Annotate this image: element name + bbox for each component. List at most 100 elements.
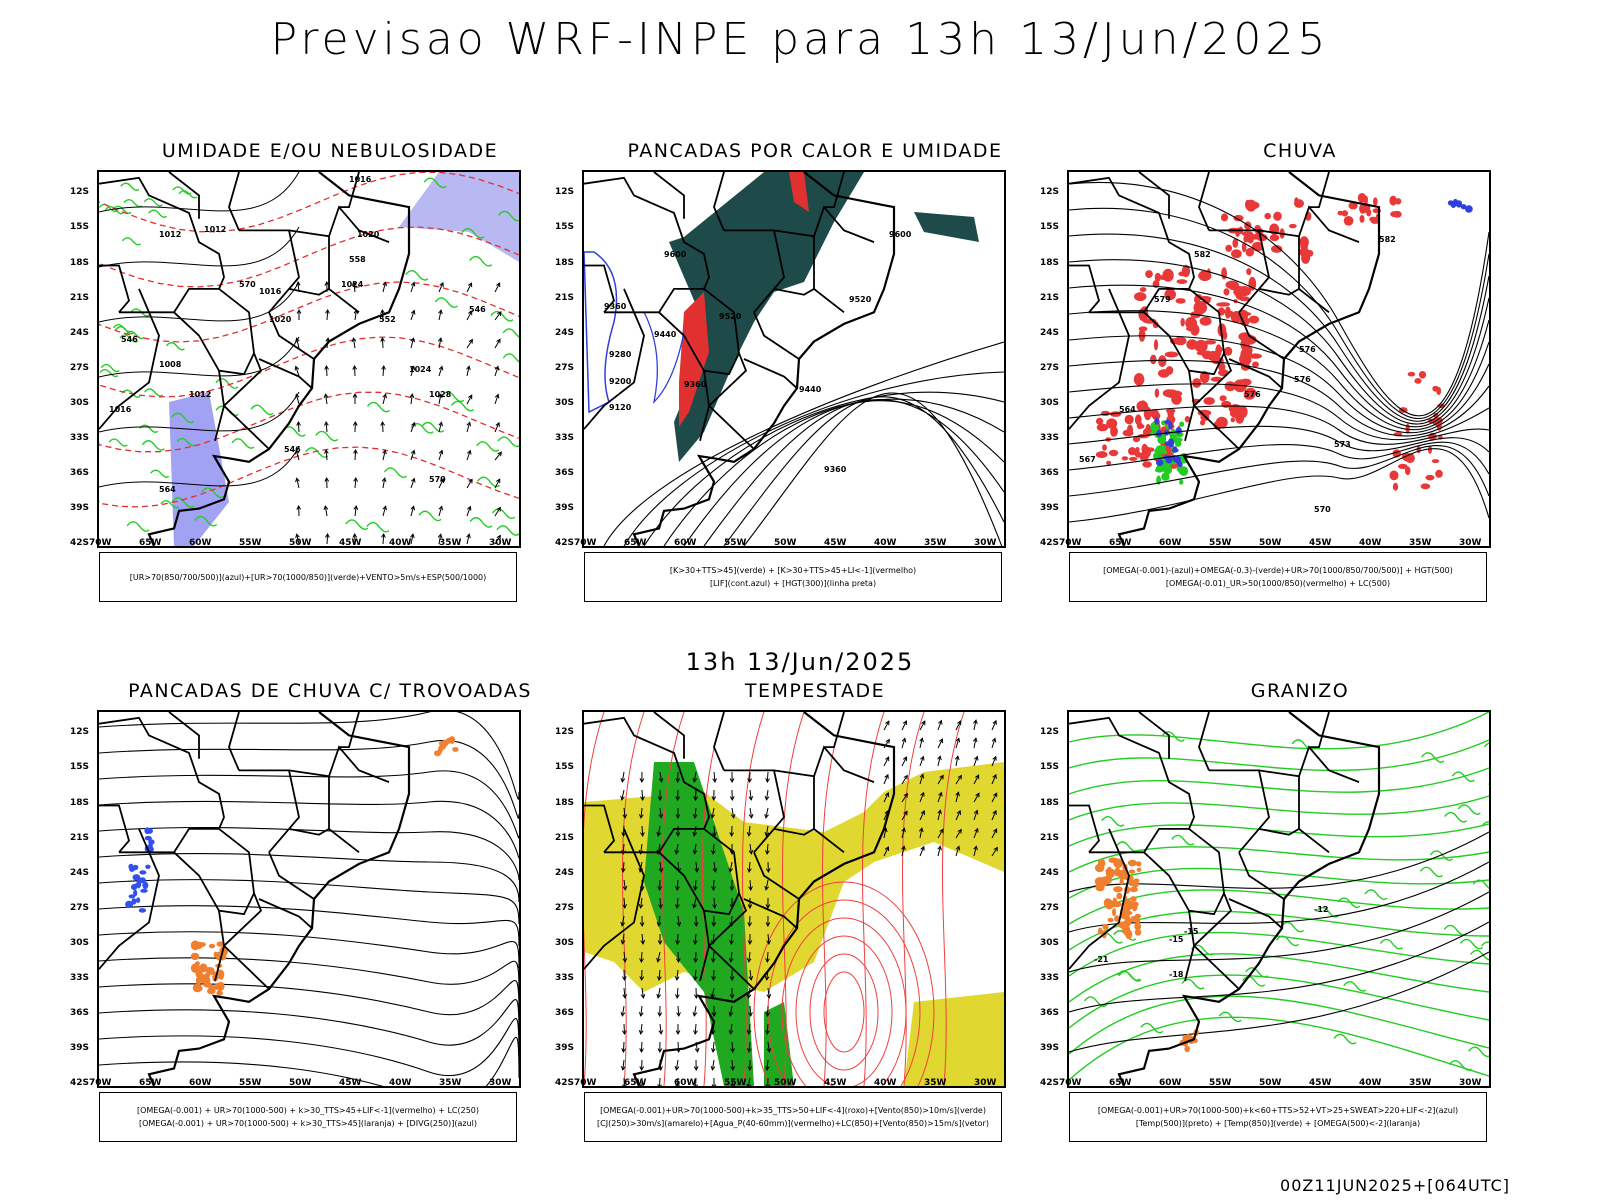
temp850-contour bbox=[1140, 1022, 1164, 1034]
wind-vector-head bbox=[639, 1048, 644, 1054]
map-area[interactable]: 1016 1012 1012 1020 1024 1016 1020 1024 1028 1008… bbox=[97, 170, 521, 548]
border-line-1 bbox=[604, 828, 704, 854]
wind-vector-head bbox=[729, 994, 735, 1000]
rain-red-4-16 bbox=[1425, 474, 1435, 481]
rain-red-0-100 bbox=[1203, 340, 1217, 345]
border-line-2 bbox=[173, 311, 255, 376]
wind-arrow-head bbox=[382, 281, 387, 287]
lat-tick-label: 18S bbox=[1040, 258, 1060, 268]
humidity-green-contour bbox=[141, 440, 165, 451]
wind-vector-head bbox=[954, 755, 960, 761]
rain-red-0-88 bbox=[1140, 400, 1146, 407]
border-line-0 bbox=[99, 716, 270, 990]
temp850-contour bbox=[1481, 821, 1489, 827]
rain-red-1-6 bbox=[1231, 249, 1242, 259]
wind-vector bbox=[901, 738, 906, 749]
lc850-streamline bbox=[662, 712, 685, 1086]
lon-tick-label: 50W bbox=[1259, 1078, 1282, 1088]
map-area[interactable]: 582 582 579 576 576 573 570 567 564 576 bbox=[1067, 170, 1491, 548]
lc850-streamline bbox=[862, 712, 885, 1086]
wind-vector-head bbox=[622, 814, 628, 819]
wind-vector bbox=[658, 915, 661, 926]
rain-red-1-35 bbox=[1241, 242, 1247, 253]
wind-arrow-head bbox=[296, 504, 302, 510]
lc850-streamline bbox=[742, 712, 765, 1086]
map-area[interactable] bbox=[582, 710, 1006, 1088]
rain-blue-0-12 bbox=[1171, 448, 1179, 453]
wind-vector-head bbox=[712, 778, 717, 784]
temp850-contour bbox=[1483, 742, 1489, 748]
humidity-green-contour bbox=[171, 497, 195, 508]
lat-tick-label: 36S bbox=[555, 468, 575, 478]
wind-arrow-head bbox=[411, 421, 416, 427]
wind-arrow-head bbox=[295, 281, 301, 286]
rain-green-0-35 bbox=[1161, 472, 1170, 481]
wind-vector bbox=[765, 807, 769, 818]
wind-vector bbox=[883, 810, 889, 821]
wind-arrow bbox=[382, 421, 384, 433]
rain-red-1-17 bbox=[1247, 235, 1254, 244]
panel-title: UMIDADE E/OU NEBULOSIDADE bbox=[161, 140, 499, 162]
wind-vector-head bbox=[730, 1048, 735, 1054]
p1-contour-label: 1012 bbox=[159, 230, 181, 239]
cell-orange-0-20 bbox=[190, 963, 201, 974]
wind-arrow bbox=[438, 478, 444, 489]
legend-line: [LIF](cont.azul) + [HGT(300)](linha pret… bbox=[709, 579, 877, 588]
map-area[interactable]: -12 -15 -15 -18 -21 bbox=[1067, 710, 1491, 1088]
map-area[interactable]: 9600 9600 9520 9440 9520 9360 9280 9200 9120 9440… bbox=[582, 170, 1006, 548]
cell-blue-1-2 bbox=[145, 828, 153, 834]
lat-tick-label: 33S bbox=[555, 973, 575, 983]
map-canvas bbox=[584, 712, 1004, 1086]
wind-vector-head bbox=[676, 922, 682, 927]
wind-vector bbox=[693, 825, 697, 836]
rain-red-0-66 bbox=[1248, 315, 1260, 324]
hgt500-streamline bbox=[1069, 383, 1489, 441]
border-line-7 bbox=[1258, 288, 1300, 296]
wind-vector bbox=[676, 879, 679, 891]
lat-tick-label: 18S bbox=[555, 798, 575, 808]
cell-blue-0-10 bbox=[145, 864, 151, 869]
rain-red-0-106 bbox=[1192, 378, 1202, 388]
wind-vector bbox=[919, 720, 926, 731]
humidity-green-contour bbox=[492, 508, 516, 520]
wind-arrow bbox=[324, 506, 328, 517]
wind-vector bbox=[883, 739, 890, 749]
temp850-contour bbox=[1069, 867, 1489, 899]
wind-vector-head bbox=[657, 886, 663, 892]
cell-orange-0-15 bbox=[1130, 915, 1139, 922]
wind-vector bbox=[658, 969, 661, 981]
border-line-12 bbox=[653, 712, 685, 759]
wind-vector-head bbox=[902, 756, 908, 762]
temp850-contour bbox=[1245, 967, 1269, 978]
map-area[interactable] bbox=[97, 710, 521, 1088]
wind-arrow bbox=[325, 365, 328, 377]
wind-vector bbox=[657, 825, 661, 836]
lat-tick-label: 15S bbox=[70, 222, 90, 232]
wind-vector-head bbox=[692, 903, 697, 909]
border-line-14 bbox=[824, 712, 845, 748]
wind-arrow bbox=[410, 338, 414, 349]
wind-arrow-head bbox=[324, 476, 330, 482]
rain-red-1-30 bbox=[1301, 252, 1311, 264]
border-line-0 bbox=[1069, 716, 1240, 990]
wind-vector-head bbox=[884, 792, 890, 798]
border-line-9 bbox=[743, 898, 798, 929]
wind-arrow-head bbox=[496, 478, 501, 484]
temp850-contour bbox=[1337, 897, 1361, 909]
lon-tick-label: 40W bbox=[874, 1078, 897, 1088]
wind-arrow bbox=[325, 449, 328, 461]
rain-red-0-41 bbox=[1222, 331, 1228, 340]
wind-vector bbox=[621, 771, 625, 782]
wind-vector-head bbox=[620, 1066, 626, 1071]
wind-vector bbox=[973, 756, 978, 767]
p1-contour-label: 1008 bbox=[159, 360, 182, 369]
wind-vector bbox=[731, 1077, 734, 1086]
rain-red-4-28 bbox=[1392, 482, 1399, 491]
wind-vector-head bbox=[765, 1030, 770, 1036]
lon-tick-label: 60W bbox=[674, 1078, 697, 1088]
temp850-contour bbox=[1069, 823, 1489, 847]
humidity-green-contour bbox=[497, 436, 519, 448]
humidity-green-contour bbox=[120, 182, 140, 191]
temp850-contour bbox=[1280, 921, 1304, 933]
lon-tick-label: 70W bbox=[1059, 1078, 1082, 1088]
